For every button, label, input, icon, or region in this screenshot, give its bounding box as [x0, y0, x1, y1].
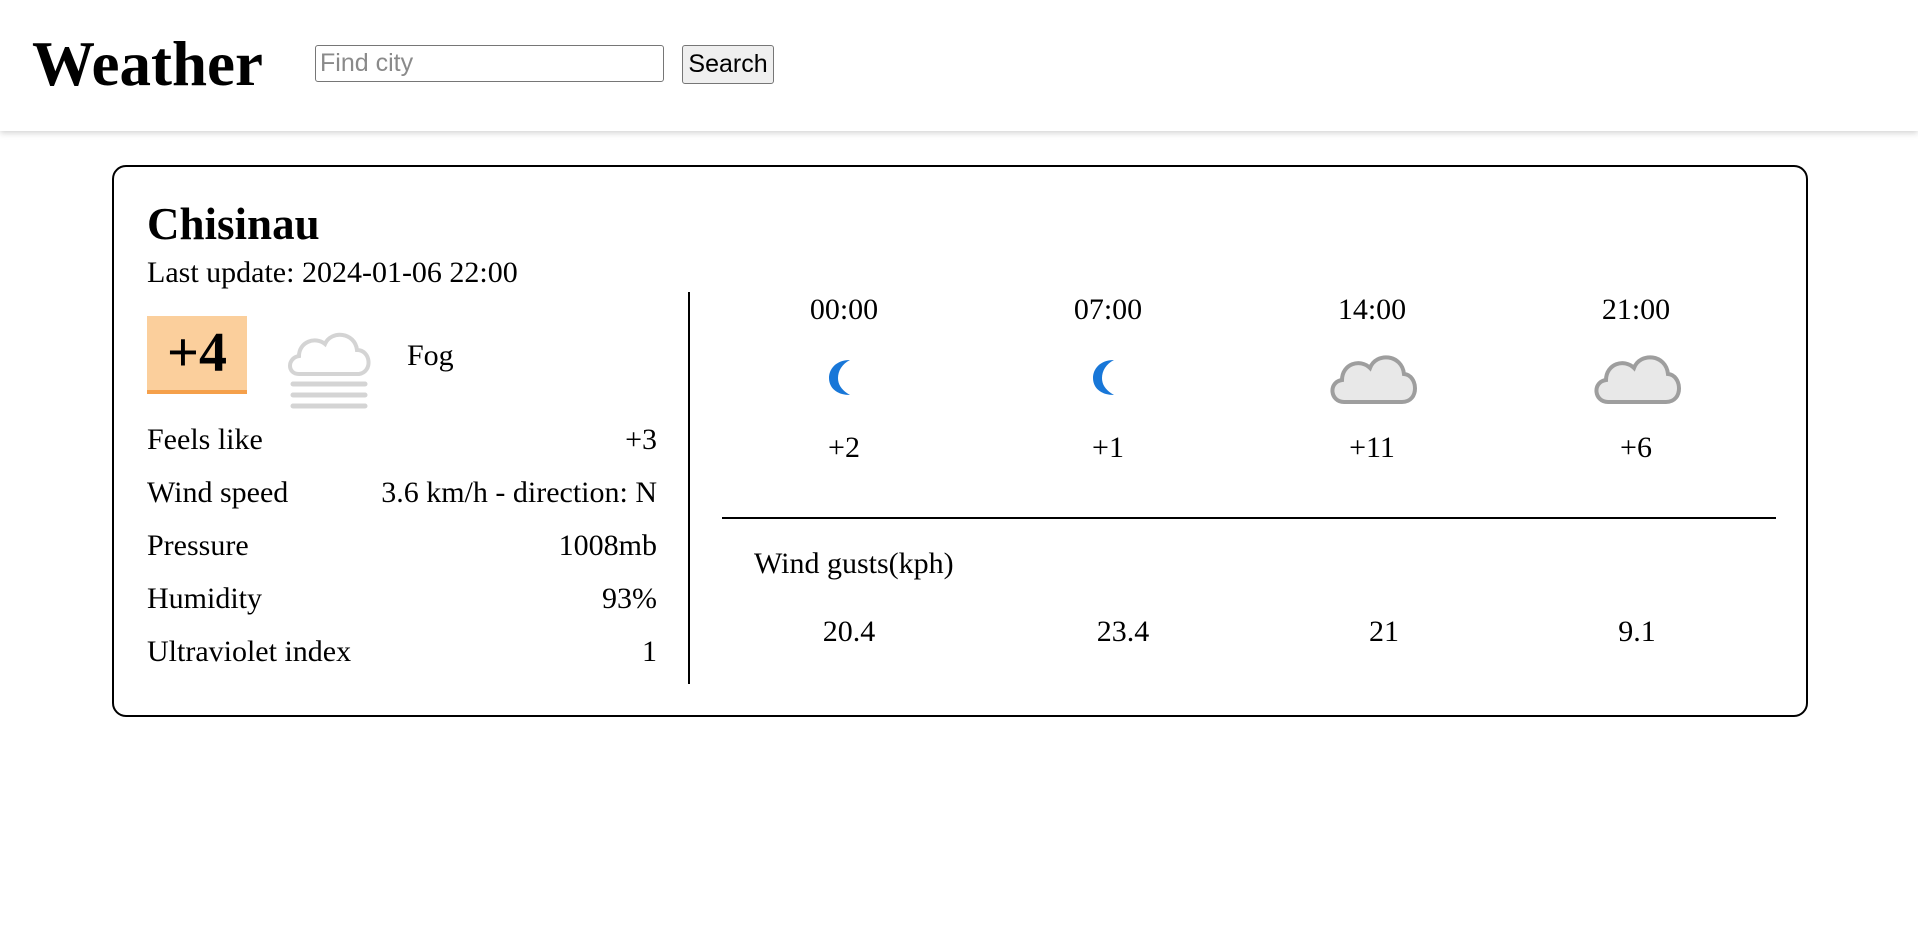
gust-value: 21 — [1369, 615, 1399, 648]
cloud-icon — [1594, 355, 1681, 404]
forecast-time: 07:00 — [1073, 293, 1143, 326]
city-name: Chisinau — [147, 199, 320, 249]
gust-value: 23.4 — [1096, 615, 1150, 648]
stat-value: 1008mb — [558, 529, 657, 562]
stat-value: 1 — [642, 635, 657, 668]
last-update: Last update: 2024-01-06 22:00 — [147, 256, 518, 289]
stat-value: 3.6 km/h - direction: N — [381, 476, 657, 509]
forecast-time: 21:00 — [1601, 293, 1671, 326]
gust-value: 20.4 — [822, 615, 876, 648]
forecast-temp: +6 — [1620, 431, 1652, 464]
gust-value: 9.1 — [1618, 615, 1656, 648]
stat-value: 93% — [602, 582, 657, 615]
app-header: Weather Search — [0, 0, 1918, 131]
forecast-hour-2100: 21:00 +6 — [1536, 292, 1736, 466]
forecast-temp: +2 — [828, 431, 860, 464]
stat-label: Pressure — [147, 529, 249, 562]
vertical-divider — [688, 292, 690, 684]
stat-label: Ultraviolet index — [147, 635, 352, 668]
forecast-hour-0000: 00:00 +2 — [744, 292, 944, 466]
app-title: Weather — [32, 29, 263, 99]
forecast-hour-0700: 07:00 +1 — [1008, 292, 1208, 466]
crescent-moon-icon — [1093, 360, 1114, 395]
forecast-time: 14:00 — [1337, 293, 1407, 326]
horizontal-divider — [722, 517, 1776, 519]
condition-text: Fog — [407, 339, 454, 372]
stat-row-wind-speed: Wind speed 3.6 km/h - direction: N — [147, 473, 657, 526]
current-stats: Feels like +3 Wind speed 3.6 km/h - dire… — [147, 420, 657, 685]
current-weather-panel: +4 Fog Feels like +3 Wind speed 3.6 km/h… — [147, 292, 657, 684]
stat-value: +3 — [625, 423, 657, 456]
stat-label: Humidity — [147, 582, 263, 615]
stat-row-pressure: Pressure 1008mb — [147, 526, 657, 579]
fog-icon — [288, 333, 371, 409]
stat-row-humidity: Humidity 93% — [147, 579, 657, 632]
forecast-temp: +1 — [1092, 431, 1124, 464]
crescent-moon-icon — [829, 360, 850, 395]
stat-label: Feels like — [147, 423, 263, 456]
city-search-input[interactable] — [315, 45, 664, 82]
hourly-forecast: 00:00 +2 07:00 +1 14:00 — [722, 292, 1776, 684]
stat-label: Wind speed — [147, 476, 289, 509]
wind-gusts-label: Wind gusts(kph) — [754, 547, 954, 580]
current-temperature: +4 — [147, 316, 247, 394]
forecast-time: 00:00 — [809, 293, 879, 326]
stat-row-feels-like: Feels like +3 — [147, 420, 657, 473]
forecast-hour-1400: 14:00 +11 — [1272, 292, 1472, 466]
forecast-temp: +11 — [1349, 431, 1395, 464]
cloud-icon — [1330, 355, 1417, 404]
search-button[interactable]: Search — [682, 45, 774, 84]
weather-card: Chisinau Last update: 2024-01-06 22:00 +… — [112, 165, 1808, 717]
stat-row-uv-index: Ultraviolet index 1 — [147, 632, 657, 685]
